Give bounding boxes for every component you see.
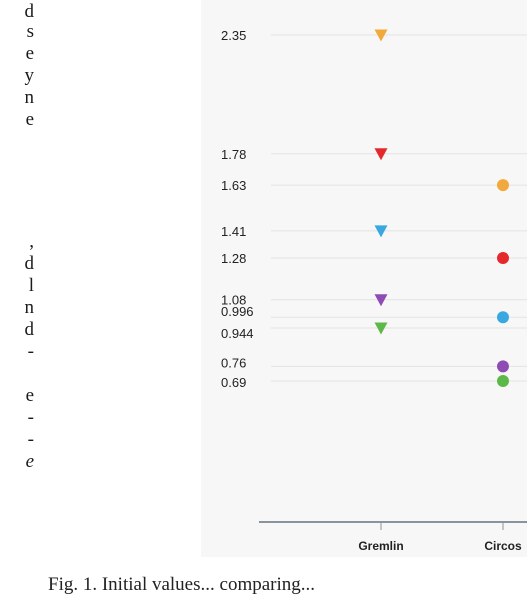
text-fragment: d: [24, 319, 35, 340]
text-fragment: d: [24, 253, 35, 274]
y-tick-label: 1.78: [221, 147, 246, 162]
text-fragment: ,: [29, 231, 34, 252]
gremlin-data-point: [374, 148, 388, 161]
gremlin-data-point: [374, 225, 388, 238]
y-tick-label: 1.41: [221, 224, 246, 239]
text-fragment: n: [24, 87, 35, 108]
gremlin-data-point: [374, 294, 388, 307]
text-fragment: -: [27, 429, 34, 450]
scatter-chart: 2.35 1.78 1.63 1.41 1.28 1.080.996 0.944 0.76 0.…: [221, 28, 527, 553]
text-fragment: e: [25, 451, 34, 472]
circos-data-point: [497, 360, 509, 373]
y-tick-label: 0.76: [221, 355, 246, 370]
circos-data-point: [497, 311, 509, 324]
circos-data-point: [497, 179, 509, 192]
text-fragment: -: [27, 341, 34, 362]
y-tick-label: 0.69: [221, 375, 246, 390]
gremlin-data-point: [374, 322, 388, 335]
text-fragment: -: [27, 407, 34, 428]
text-fragment: e: [25, 385, 34, 406]
gremlin-data-point: [374, 29, 388, 42]
text-fragment: s: [26, 21, 34, 42]
y-tick-label: 1.28: [221, 251, 246, 266]
y-tick-label: 2.35: [221, 28, 246, 43]
text-fragment: l: [28, 275, 34, 296]
text-fragment: e: [25, 109, 34, 130]
text-fragment: d: [24, 1, 35, 22]
chart-panel: 2.35 1.78 1.63 1.41 1.28 1.08 0.996 0.944 0.76 0.…: [201, 0, 527, 557]
y-tick-label: 1.63: [221, 178, 246, 193]
x-category-label: Circos: [484, 539, 522, 553]
circos-data-point: [497, 375, 509, 387]
text-fragment: e: [25, 43, 34, 64]
x-category-label: Gremlin: [358, 539, 403, 553]
circos-data-point: [497, 252, 509, 265]
y-tick-label: 0.996: [221, 304, 254, 319]
y-tick-label: 1.08: [221, 293, 246, 308]
y-tick-label: 0.944: [221, 326, 254, 341]
figure-caption: Fig. 1. Initial values... comparing...: [48, 574, 316, 595]
text-fragment: n: [24, 297, 35, 318]
text-fragment: y: [24, 65, 35, 86]
